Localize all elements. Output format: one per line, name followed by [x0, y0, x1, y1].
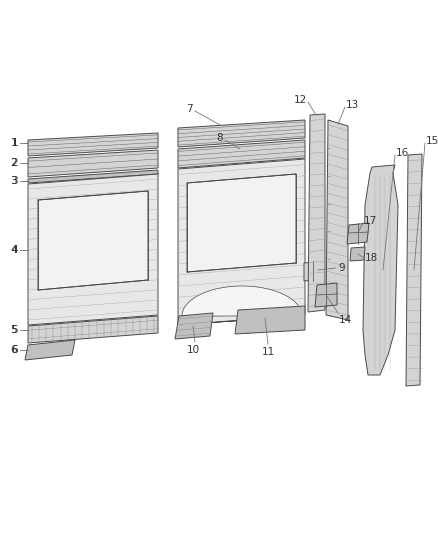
Polygon shape — [350, 247, 365, 261]
Polygon shape — [25, 340, 75, 360]
Polygon shape — [178, 120, 305, 147]
Text: 2: 2 — [11, 158, 18, 168]
Text: 8: 8 — [216, 133, 223, 143]
Polygon shape — [28, 133, 158, 156]
Polygon shape — [187, 174, 296, 272]
Text: 3: 3 — [11, 176, 17, 186]
Text: 1: 1 — [11, 138, 18, 148]
Polygon shape — [28, 150, 158, 177]
Text: 6: 6 — [11, 345, 18, 355]
Text: 14: 14 — [339, 315, 352, 325]
Polygon shape — [235, 306, 305, 334]
Text: 12: 12 — [294, 95, 307, 105]
Text: 5: 5 — [11, 325, 18, 335]
Text: 15: 15 — [426, 136, 438, 146]
Text: 10: 10 — [187, 345, 200, 355]
Text: 2: 2 — [11, 158, 17, 168]
Polygon shape — [28, 170, 158, 183]
Polygon shape — [326, 120, 348, 320]
Text: 11: 11 — [261, 347, 275, 357]
Text: 7: 7 — [187, 104, 193, 114]
Polygon shape — [347, 223, 369, 244]
Polygon shape — [363, 165, 398, 375]
Polygon shape — [406, 154, 422, 386]
Text: 9: 9 — [338, 263, 345, 273]
Polygon shape — [308, 114, 325, 312]
Polygon shape — [38, 191, 148, 290]
Text: 13: 13 — [346, 100, 359, 110]
Polygon shape — [28, 316, 158, 343]
Polygon shape — [315, 283, 337, 307]
Polygon shape — [178, 286, 305, 325]
Text: 4: 4 — [11, 245, 18, 255]
Text: 6: 6 — [11, 345, 17, 355]
Text: 1: 1 — [11, 138, 17, 148]
Text: 17: 17 — [364, 216, 377, 226]
Text: 4: 4 — [11, 245, 17, 255]
Text: 16: 16 — [396, 148, 409, 158]
Polygon shape — [304, 261, 322, 281]
Text: 5: 5 — [11, 325, 17, 335]
Polygon shape — [175, 313, 213, 339]
Polygon shape — [178, 140, 305, 168]
Text: 3: 3 — [11, 176, 18, 186]
Polygon shape — [178, 159, 305, 325]
Polygon shape — [28, 174, 158, 325]
Text: 18: 18 — [365, 253, 378, 263]
